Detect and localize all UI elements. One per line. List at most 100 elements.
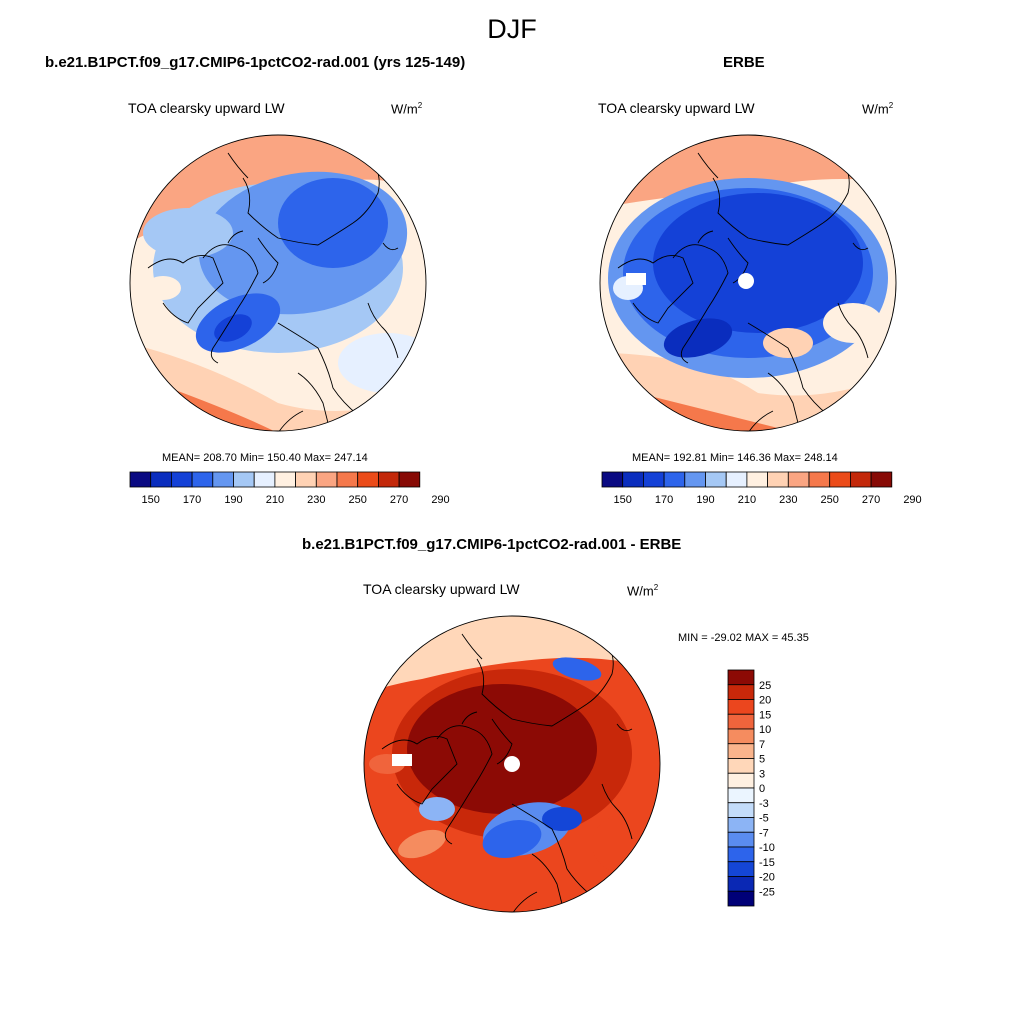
obs-colorbar-swatch [705,471,727,488]
diff-colorbar-swatch [727,743,755,759]
obs-colorbar-tick-label: 230 [779,494,797,506]
model-coastline [147,254,224,324]
diff-coastline [461,711,513,765]
polar-map-diff [363,615,661,913]
model-colorbar-tick-label: 210 [266,494,284,506]
model-coastline [227,230,279,284]
model-colorbar-tick-label: 290 [431,494,449,506]
diff-colorbar-tick-label: 7 [759,739,765,751]
model-colorbar-swatch [233,471,255,488]
model-colorbar-swatch [377,471,400,488]
diff-colorbar-tick-label: -5 [759,813,769,825]
diff-coastline [601,723,633,840]
diff-colorbar-tick-label: -20 [759,872,775,884]
model-colorbar-swatch [398,471,421,488]
obs-colorbar-tick-label: 250 [821,494,839,506]
diff-colorbar-swatch [727,876,755,892]
model-colorbar-swatch [150,471,172,488]
model-colorbar-swatch [315,471,338,488]
stats-model: MEAN= 208.70 Min= 150.40 Max= 247.14 [162,452,368,464]
obs-colorbar-tick-label: 270 [862,494,880,506]
obs-colorbar-tick-label: 150 [614,494,632,506]
diff-colorbar-tick-label: -7 [759,827,769,839]
diff-colorbar-swatch [727,699,755,715]
model-colorbar-swatch [336,471,359,488]
units-obs: W/m2 [862,101,894,117]
field-label-model: TOA clearsky upward LW [128,100,285,116]
diff-contour-fill [542,807,582,831]
colorbar-obs: 150 170 190 210 230 250 270 290 [601,471,922,506]
diff-colorbar-tick-label: 15 [759,709,771,721]
stats-diff: MIN = -29.02 MAX = 45.35 [678,632,809,644]
model-colorbar-swatch [295,471,317,488]
model-contour-fill [338,333,426,393]
diff-contour-fill [552,657,602,681]
diff-colorbar-swatch [727,684,755,700]
obs-contour-fill [653,193,863,333]
diff-colorbar-tick-label: 0 [759,783,765,795]
obs-colorbar-tick-label: 170 [655,494,673,506]
model-colorbar-swatch [191,471,214,488]
model-colorbar-tick-label: 150 [142,494,160,506]
model-colorbar-tick-label: 270 [390,494,408,506]
obs-contour-fill [763,328,813,358]
obs-colorbar-swatch [663,471,686,488]
polar-map-obs [599,134,897,432]
diff-colorbar-swatch [727,713,755,730]
obs-map-border [599,134,897,432]
obs-missing-data [738,273,754,289]
obs-missing-data [626,273,646,285]
model-field [130,135,426,431]
model-contour-fill [278,178,388,268]
obs-colorbar-swatch [643,471,665,488]
obs-colorbar-swatch [829,471,851,488]
obs-colorbar-swatch [746,471,768,488]
diff-colorbar-swatch [727,846,755,863]
diff-coastline [381,735,458,805]
diff-colorbar-tick-label: -15 [759,857,775,869]
obs-coastline [712,177,824,246]
obs-contour-fill [663,318,733,358]
diff-coastline [476,658,588,727]
model-coastline [242,177,354,246]
obs-colorbar-tick-label: 190 [696,494,714,506]
diff-missing-data [504,756,520,772]
diff-colorbar-tick-label: 3 [759,768,765,780]
obs-contour-fill [823,303,883,343]
diff-colorbar-tick-label: 5 [759,754,765,766]
obs-colorbar-swatch [725,471,748,488]
diff-colorbar-swatch [727,831,755,848]
diff-colorbar-swatch [727,802,755,818]
polar-map-model [129,134,427,432]
diff-contour-fill [407,684,597,814]
diff-colorbar-tick-label: -3 [759,798,769,810]
diff-field [364,616,660,912]
obs-colorbar-swatch [849,471,872,488]
diff-contour-fill [592,814,660,874]
units-model: W/m2 [391,101,423,117]
diff-contour-fill [482,819,542,859]
obs-colorbar-swatch [684,471,706,488]
model-colorbar-swatch [253,471,276,488]
model-contour-fill [143,208,233,258]
diff-colorbar-swatch [727,728,755,745]
obs-colorbar-tick-label: 210 [738,494,756,506]
obs-colorbar-swatch [601,471,624,488]
diff-colorbar-tick-label: 10 [759,724,771,736]
diff-map-border [363,615,661,913]
model-colorbar-tick-label: 190 [224,494,242,506]
diff-colorbar-swatch [727,669,755,686]
model-map-border [129,134,427,432]
diff-colorbar-tick-label: -10 [759,842,775,854]
obs-coastline [617,254,694,324]
diff-contour-fill [398,829,446,859]
model-colorbar-swatch [212,471,234,488]
diff-colorbar-swatch [727,861,755,877]
diff-colorbar-tick-label: -25 [759,886,775,898]
diff-colorbar-swatch [727,787,755,804]
diff-coastline [436,725,493,845]
model-coastline [367,242,399,359]
diff-missing-data [392,754,412,766]
diff-colorbar-tick-label: 20 [759,695,771,707]
colorbar-model: 150 170 190 210 230 250 270 290 [129,471,450,506]
